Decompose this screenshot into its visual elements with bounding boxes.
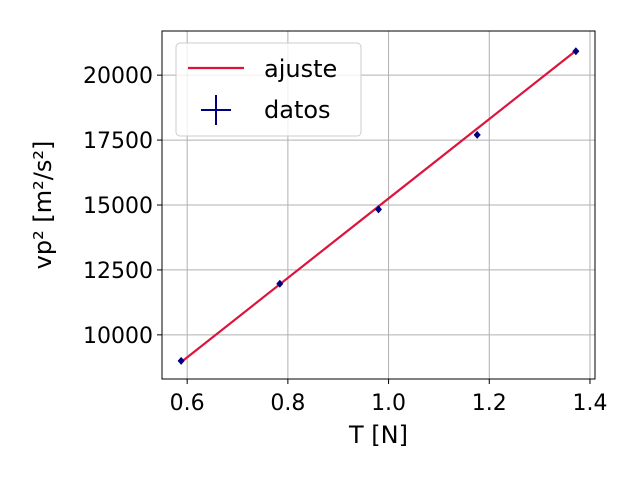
y-tick-label: 15000 — [83, 194, 153, 219]
data-point-datos — [473, 130, 481, 139]
y-tick-label: 10000 — [83, 324, 153, 349]
grid — [162, 31, 595, 379]
y-tick-label: 17500 — [83, 129, 153, 154]
data-point-datos — [375, 205, 382, 214]
y-axis: 10000 12500 15000 17500 20000 — [83, 64, 162, 349]
x-tick-label: 1.2 — [472, 391, 507, 416]
legend-box — [175, 42, 362, 137]
data-marker — [473, 130, 481, 139]
x-tick-label: 0.8 — [270, 391, 305, 416]
data-point-datos — [572, 47, 580, 56]
x-axis-label: T [N] — [348, 421, 408, 449]
y-tick-label: 12500 — [83, 259, 153, 284]
legend-swatch-datos — [201, 95, 231, 125]
x-tick-label: 0.6 — [170, 391, 205, 416]
series-layer — [177, 47, 580, 365]
legend-label-datos: datos — [264, 96, 331, 124]
legend-label-ajuste: ajuste — [264, 55, 337, 83]
x-tick-label: 1.4 — [572, 391, 607, 416]
data-point-datos — [177, 356, 185, 365]
data-marker — [375, 205, 382, 214]
legend: ajuste datos — [175, 42, 362, 137]
y-axis-label: vp² [m²/s²] — [29, 141, 57, 270]
data-point-datos — [276, 279, 284, 288]
y-tick-label: 20000 — [83, 64, 153, 89]
x-tick-label: 1.0 — [371, 391, 406, 416]
data-marker — [572, 47, 580, 56]
data-marker — [177, 356, 185, 365]
data-marker — [276, 279, 284, 288]
x-axis: 0.6 0.8 1.0 1.2 1.4 — [170, 379, 607, 416]
